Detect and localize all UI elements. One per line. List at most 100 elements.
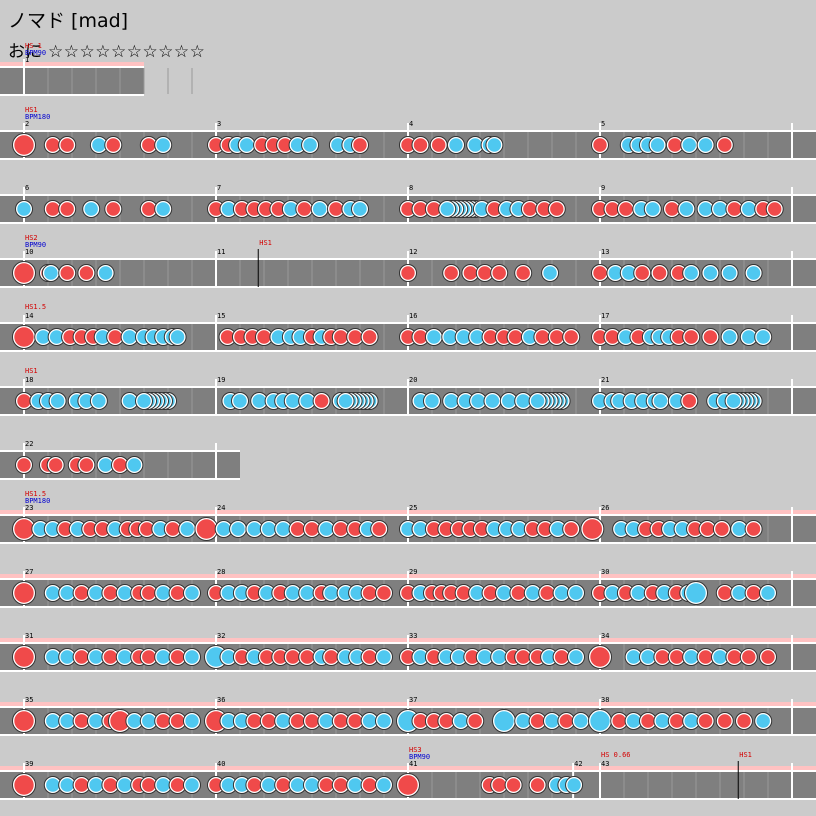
don-note-icon (327, 200, 345, 218)
note-face (60, 202, 74, 216)
ka-note-icon (245, 520, 264, 538)
ka-note-icon (696, 136, 715, 154)
don-note-icon (616, 584, 635, 602)
don-note-icon (715, 584, 734, 602)
ka-note-icon (301, 136, 320, 154)
ka-note-icon (472, 200, 491, 218)
don-note-icon (58, 264, 77, 282)
ka-note-icon (125, 456, 144, 474)
note-face (593, 586, 607, 600)
note-face (17, 394, 31, 408)
ka-note-icon (399, 520, 417, 538)
don-note-icon (317, 776, 336, 794)
note-face (96, 330, 110, 344)
don-note-icon (207, 200, 225, 218)
ka-note-icon (483, 392, 502, 410)
note-face (590, 711, 610, 731)
measure-number: 34 (601, 632, 609, 640)
don-note-icon (370, 520, 389, 538)
big-don-note-icon (12, 261, 36, 285)
ka-note-icon (571, 712, 590, 730)
note-face (401, 650, 415, 664)
don-note-icon (351, 136, 369, 154)
note-face (259, 202, 273, 216)
note-face (657, 586, 672, 600)
bpm-label: BPM90 (25, 241, 46, 249)
don-note-icon (106, 328, 125, 346)
measure-number: 24 (217, 504, 225, 512)
don-note-icon (259, 712, 278, 730)
note-face (526, 522, 540, 536)
note-face (108, 330, 122, 344)
ka-note-icon (612, 520, 631, 538)
note-face (170, 714, 185, 728)
measure-number: 39 (25, 760, 33, 768)
ka-note-icon (274, 712, 293, 730)
note-face (652, 266, 667, 280)
don-note-icon (591, 200, 609, 218)
note-face (614, 522, 628, 536)
don-note-icon (312, 392, 331, 410)
don-note-icon (665, 136, 684, 154)
ka-note-icon (701, 264, 720, 282)
note-face (319, 778, 334, 792)
note-face (483, 586, 498, 600)
don-note-icon (442, 264, 461, 282)
note-face (475, 522, 489, 536)
scroll-speed-label: HS3 (409, 746, 422, 754)
note-face (185, 586, 199, 600)
note-face (33, 522, 48, 536)
note-face (663, 522, 677, 536)
measure-number: 32 (217, 632, 225, 640)
ka-note-icon (454, 328, 473, 346)
note-face (89, 586, 103, 600)
don-note-icon (437, 712, 456, 730)
ka-note-icon (639, 648, 657, 666)
note-face (273, 650, 288, 664)
note-face (142, 714, 156, 728)
big-don-note-icon (396, 773, 420, 797)
ka-note-icon (468, 328, 487, 346)
ka-note-icon (120, 392, 139, 410)
don-note-icon (15, 456, 33, 474)
note-face (756, 330, 770, 344)
don-note-icon (232, 200, 251, 218)
note-face (530, 394, 545, 408)
ka-note-icon (219, 584, 238, 602)
note-face (79, 458, 94, 472)
don-note-icon (490, 264, 509, 282)
don-note-icon (744, 520, 763, 538)
don-note-icon (104, 136, 123, 154)
measure-number: 37 (409, 696, 417, 704)
ka-note-icon (424, 328, 443, 346)
note-face (108, 522, 122, 536)
note-face (593, 394, 607, 408)
note-face (684, 330, 698, 344)
note-face (348, 522, 362, 536)
note-face (286, 394, 300, 408)
ka-note-icon (154, 584, 173, 602)
ka-note-icon (619, 264, 638, 282)
scroll-speed-label: HS1.5 (25, 303, 46, 311)
note-face (516, 650, 530, 664)
don-note-icon (399, 136, 417, 154)
ka-note-icon (437, 648, 456, 666)
note-face (290, 138, 305, 152)
note-face (273, 586, 288, 600)
don-note-icon (56, 520, 75, 538)
don-note-icon (696, 712, 715, 730)
note-face (300, 394, 314, 408)
don-note-icon (269, 200, 288, 218)
note-face (398, 775, 418, 795)
note-face (487, 522, 502, 536)
don-note-icon (257, 648, 276, 666)
measure-number: 2 (25, 120, 29, 128)
ka-note-icon (43, 712, 62, 730)
note-face (118, 650, 132, 664)
note-face (722, 330, 737, 344)
don-note-icon (360, 328, 379, 346)
measure-number: 16 (409, 312, 417, 320)
ka-note-icon (231, 392, 249, 410)
ka-note-icon (68, 520, 87, 538)
ka-note-icon (48, 392, 67, 410)
